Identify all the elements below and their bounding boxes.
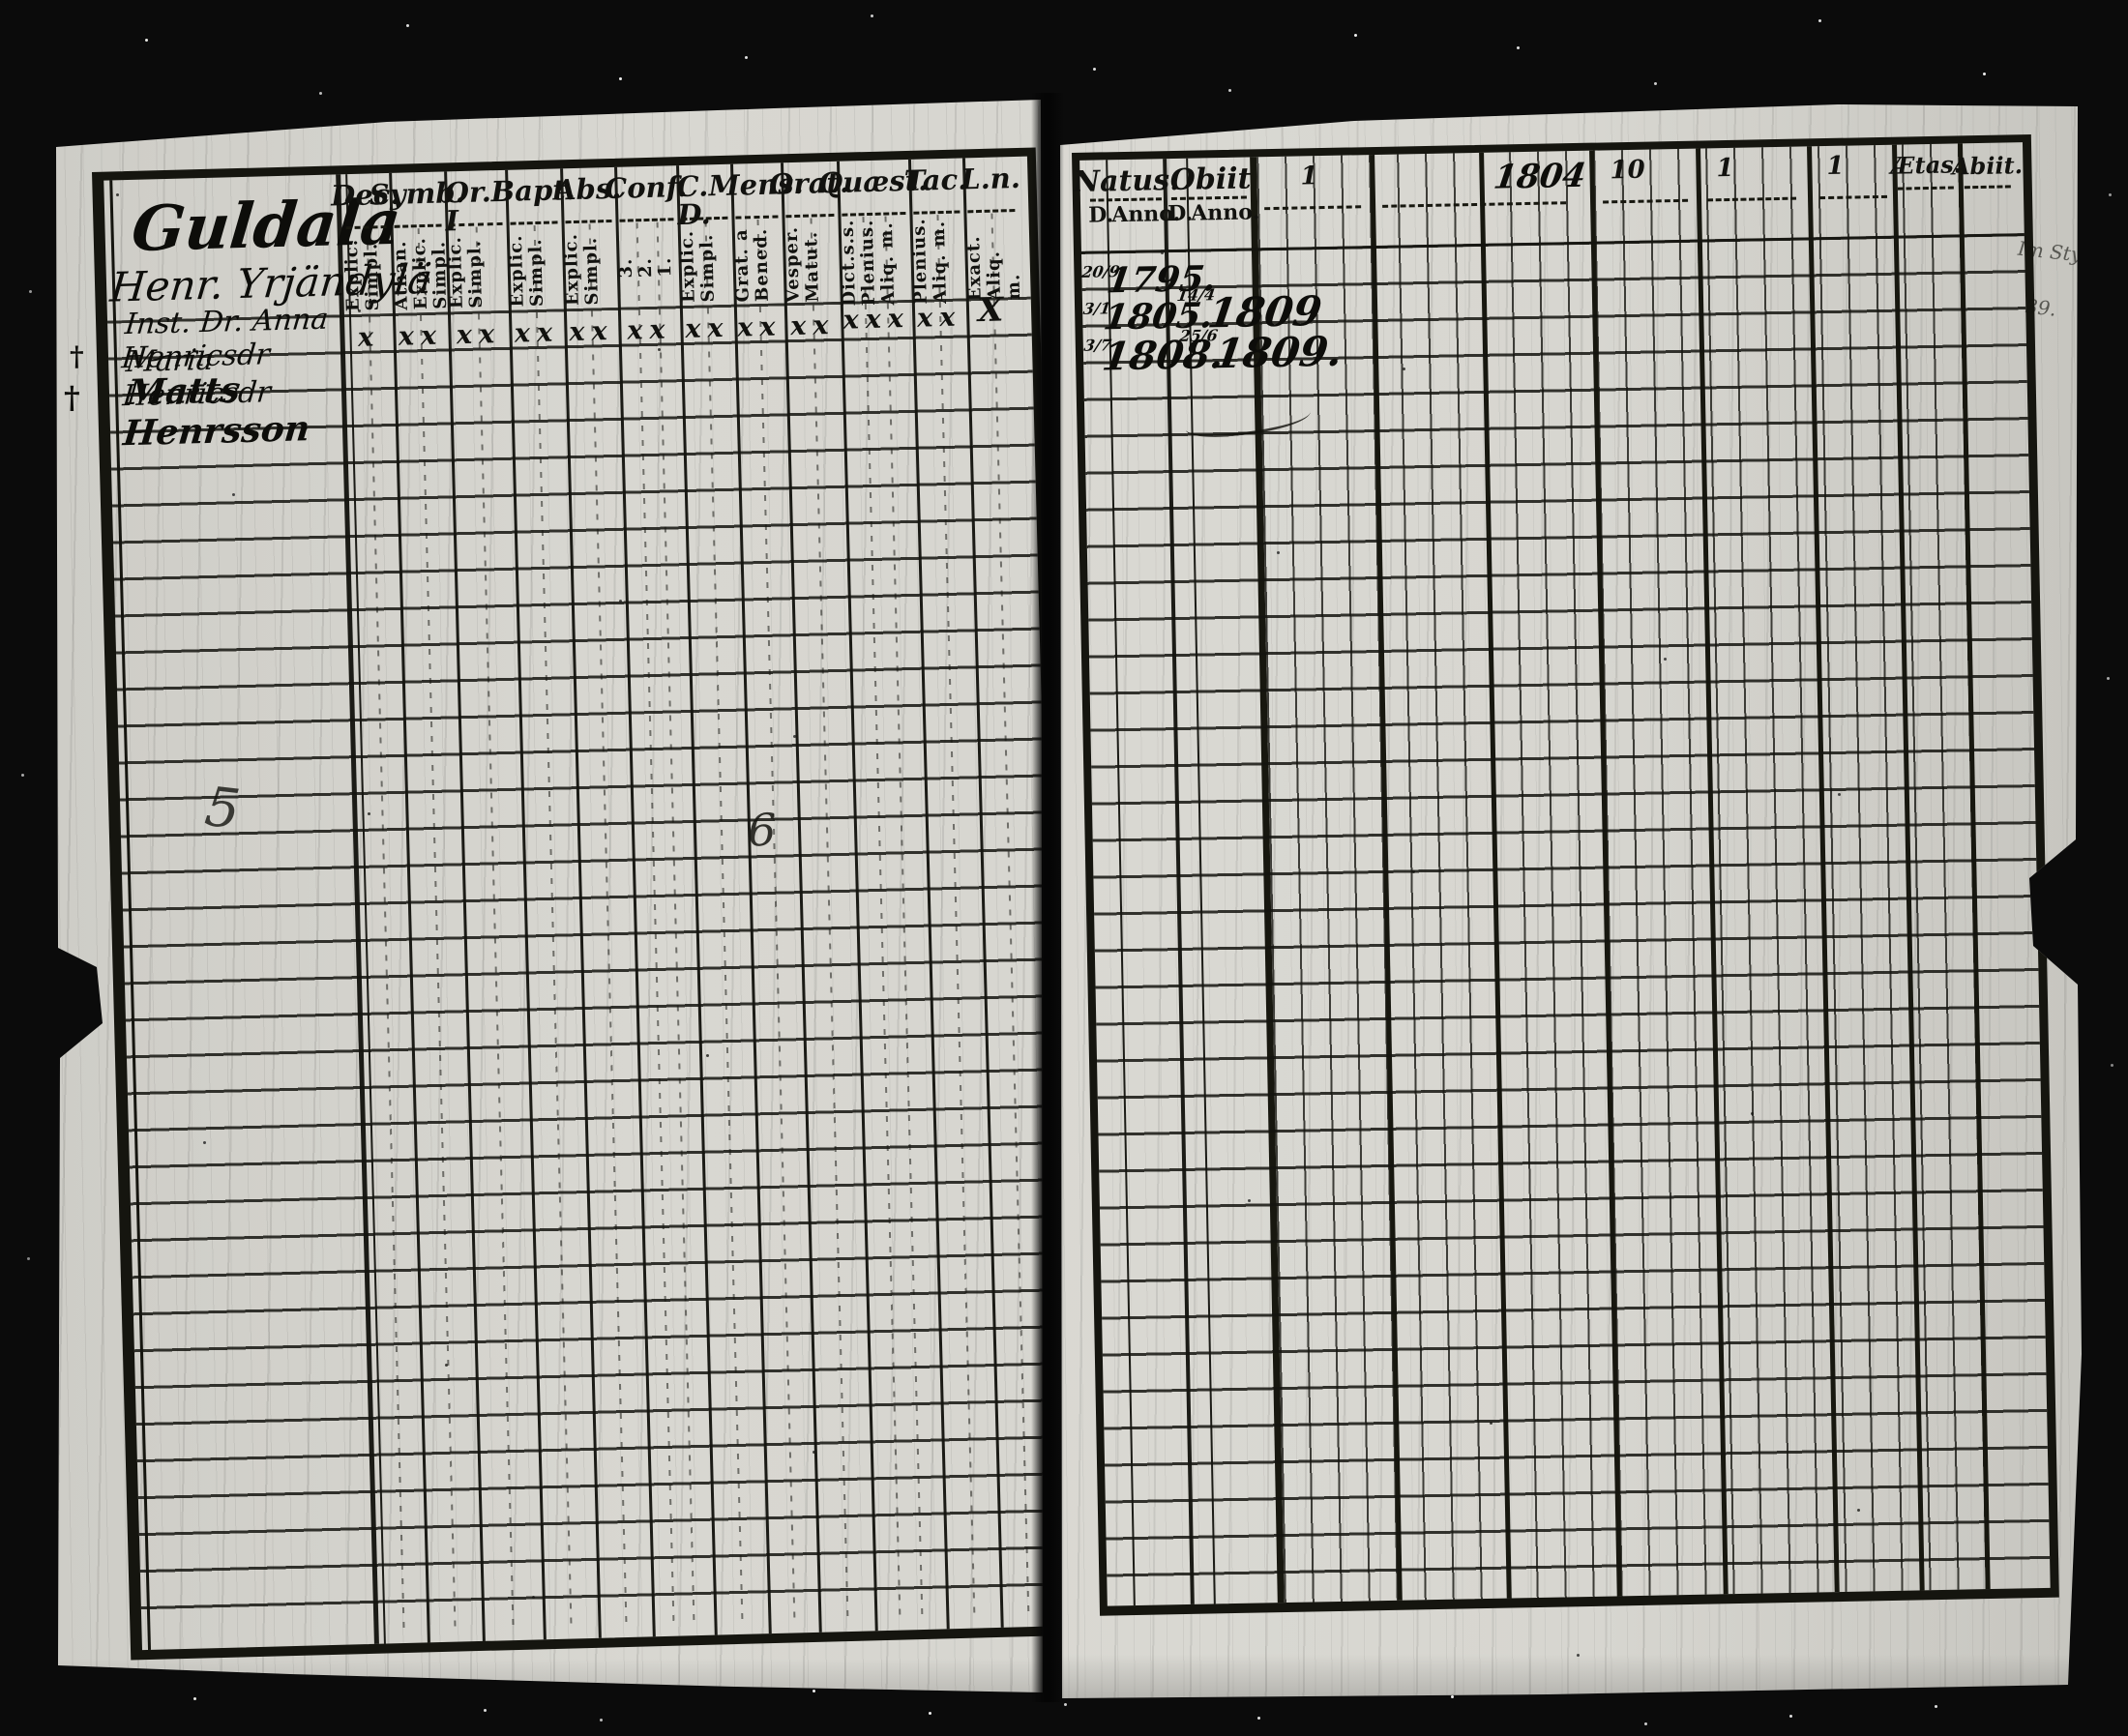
obiit-sub-anno: Anno. (1190, 199, 1260, 226)
subheader-dec: Explic. Simpl. (340, 239, 384, 312)
header-dash (619, 218, 674, 222)
subheader-or-i: Explic. Simpl. (444, 236, 487, 309)
header-conf: Conf. (604, 169, 688, 206)
entry-marks: xx (789, 309, 836, 342)
header-dash (913, 210, 961, 215)
stray-mark-5: 5 (201, 775, 244, 842)
header-dash (1964, 185, 2011, 190)
subheader-symb: Athan. Explic. Simpl. (389, 237, 452, 311)
obiit-day: 25/6 (1178, 326, 1220, 345)
subheader-bapt: Explic. Simpl. (505, 234, 547, 309)
entry-marks: xx (626, 314, 672, 346)
obiit-year: 1809. (1211, 327, 1345, 378)
abiit-header: Abiit. (1951, 151, 2024, 181)
entry-marks: xx (568, 315, 614, 348)
header-dash (735, 215, 779, 220)
entry-marks: xx (398, 320, 444, 352)
natus-sub-d: D. (1087, 202, 1114, 228)
header-dash (565, 219, 612, 224)
header-dash (967, 209, 1016, 214)
entry-marks: X (977, 290, 1011, 331)
entry-marks: xx (736, 311, 783, 343)
year-group-label: 1 (1300, 162, 1318, 191)
obiit-header: Obiit (1169, 162, 1252, 198)
aetas-header: Ætas. (1890, 150, 1963, 180)
entry-marks: x (357, 322, 381, 353)
header-dash (394, 223, 442, 228)
entry-name: Matts Henrsson (121, 369, 348, 454)
subheader-conf: 3. 2. 1. (615, 256, 676, 280)
year-group-label: 10 (1610, 155, 1645, 186)
margin-cross-icon: † (70, 340, 84, 372)
year-group-label: 1 (1826, 151, 1845, 182)
subheader-mens: Grat. a Bened. (730, 227, 773, 303)
year-group-label: 1 (1716, 153, 1734, 184)
header-dash (510, 221, 558, 225)
header-dash (842, 211, 906, 217)
natus-header: Natus. (1073, 162, 1180, 199)
margin-cross-icon: † (64, 379, 80, 416)
entry-marks: xx (916, 302, 962, 334)
subheader-orat: Vesper. Matut. (781, 225, 823, 303)
scanner-speckles-bottom (193, 1697, 196, 1700)
left-page-table: Guldala Henr. Yrjändylä Dec. Symb. Or. I… (92, 147, 1043, 1661)
row-lines-layer (107, 296, 1043, 1611)
entry-marks: xx (514, 317, 560, 349)
entry-marks: xx (684, 312, 730, 344)
subheader-quaest: Dict.s.s. Plenius. Aliq. m. (837, 219, 900, 307)
entry-marks: xx (456, 318, 502, 351)
subheader-abs: Explic. Simpl. (560, 233, 603, 307)
header-symb: Symb. (369, 175, 466, 212)
entry-marks: xxx (842, 303, 911, 336)
header-ln: L.n. (960, 161, 1021, 196)
obiit-day: 14/4 (1175, 285, 1217, 305)
year-group-label-1804: 1804 (1491, 156, 1588, 197)
subheader-tac: Plenius. Aliq. m. (908, 217, 952, 305)
obiit-sub-d: D. (1167, 200, 1194, 227)
subheader-ln: Exact. Aliq. m. (963, 235, 1025, 302)
gutter-shadow (1031, 93, 1064, 1702)
header-dash (785, 213, 835, 219)
header-quaest: Quæst. (817, 163, 929, 200)
right-page-table: Natus. Obiit D. Anno. D. Anno. 1 1804 10… (1072, 133, 2059, 1616)
scanner-speckles-top (145, 39, 148, 42)
stray-mark-6: 6 (747, 803, 778, 857)
header-tac: Tac. (903, 162, 968, 198)
subheader-cd: Explic. Simpl. (676, 230, 719, 304)
margin-note: 39. (2024, 294, 2057, 321)
